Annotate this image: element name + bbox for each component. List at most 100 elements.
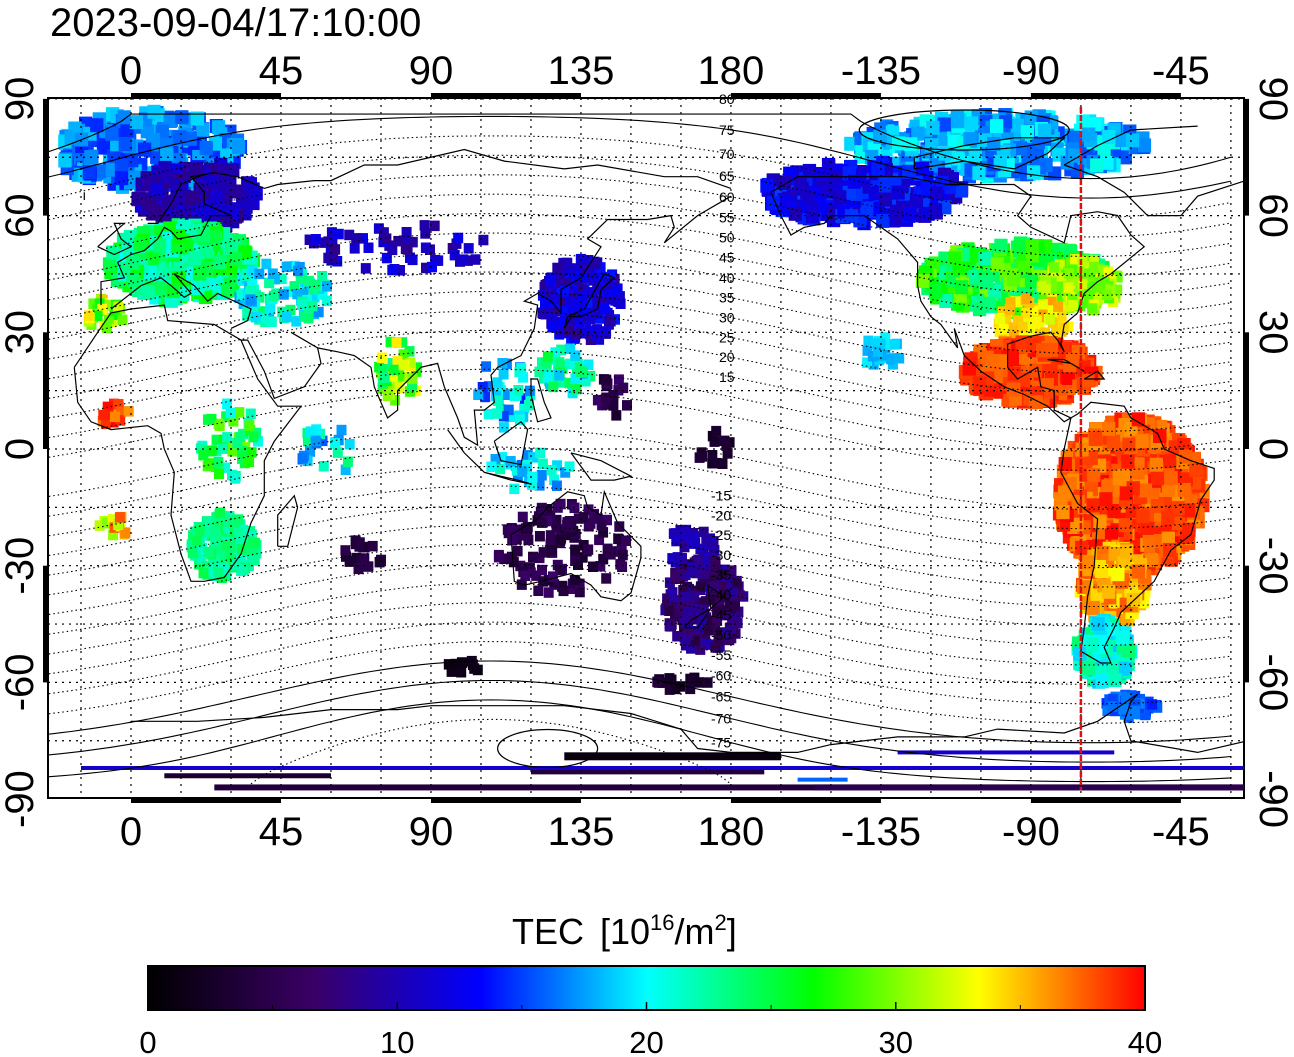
tec-cell	[410, 385, 421, 397]
tec-cell	[1093, 263, 1104, 274]
tec-cell	[133, 236, 147, 251]
tec-cell	[336, 424, 347, 436]
tec-cell	[667, 587, 678, 598]
tec-cell	[1012, 296, 1023, 308]
tec-cell	[821, 184, 836, 199]
tec-cell	[538, 308, 549, 319]
tec-cell	[1081, 661, 1096, 676]
tec-cell	[1017, 372, 1031, 387]
tec-cell	[972, 166, 986, 181]
tec-cell	[1040, 274, 1051, 285]
tec-cell	[675, 567, 686, 579]
tec-cell	[1068, 275, 1079, 286]
tec-cell	[498, 369, 509, 380]
magnetic-latitude-contour	[48, 290, 1231, 374]
tec-cell	[612, 283, 623, 295]
tec-cell	[588, 561, 598, 572]
tec-cell	[227, 240, 241, 255]
tec-cell	[309, 291, 320, 303]
tec-cell	[980, 275, 994, 290]
tec-cell	[615, 298, 626, 309]
tec-cell	[549, 579, 560, 590]
tec-cell	[993, 154, 1007, 169]
tec-cell	[387, 244, 398, 256]
tec-cell	[990, 257, 1004, 272]
tec-cell	[236, 551, 247, 563]
tec-cell	[152, 280, 166, 295]
tec-cell	[926, 120, 940, 135]
tec-cell	[1163, 543, 1177, 557]
coastline	[277, 494, 299, 547]
tec-cell	[1112, 471, 1126, 485]
tec-cell	[814, 784, 1244, 791]
tec-cell	[1171, 516, 1186, 531]
magnetic-latitude-label: 80	[719, 91, 735, 107]
tec-cell	[276, 273, 287, 284]
tec-cell	[664, 684, 675, 695]
tec-cell	[349, 243, 360, 254]
tec-cell	[429, 220, 440, 232]
tec-cell	[577, 284, 588, 296]
tec-cell	[1050, 327, 1061, 338]
tec-cell	[378, 363, 389, 375]
tec-cell	[713, 605, 724, 617]
tec-cell	[113, 301, 124, 312]
tec-cell	[398, 359, 409, 371]
tec-cell	[540, 297, 550, 308]
tec-cell	[203, 458, 214, 469]
tec-cell	[456, 667, 467, 678]
tec-cell	[534, 480, 545, 491]
tec-cell	[573, 559, 583, 570]
tec-cell	[145, 251, 159, 266]
tec-cell	[1094, 281, 1105, 293]
tec-cell	[1087, 303, 1098, 314]
tec-cell	[1130, 705, 1141, 717]
coastline	[683, 583, 726, 629]
tec-cell	[728, 587, 739, 599]
tec-cell	[473, 389, 484, 400]
tec-cell	[387, 371, 398, 382]
tec-cell	[542, 515, 552, 527]
tec-cell	[480, 391, 491, 403]
tec-cell	[317, 271, 328, 282]
tec-cell	[201, 527, 212, 538]
tec-cell	[495, 385, 506, 396]
tec-cell	[797, 777, 848, 782]
magnetic-latitude-contour	[48, 679, 1231, 763]
tec-cell	[458, 254, 469, 265]
tec-cell	[664, 620, 675, 632]
tec-cell	[330, 438, 340, 449]
tec-cell	[621, 535, 632, 546]
tec-cell	[1256, 143, 1269, 157]
tec-cell	[1018, 260, 1032, 275]
tec-cell	[546, 465, 557, 476]
tec-cell	[1048, 262, 1059, 273]
tec-cell	[332, 447, 343, 458]
tec-cell	[891, 185, 905, 200]
tec-cell	[705, 533, 715, 544]
tec-cell	[1126, 690, 1137, 701]
tec-cell	[574, 269, 585, 280]
coastline	[493, 420, 529, 466]
tec-cell	[1021, 293, 1032, 305]
tec-cell	[508, 556, 519, 568]
coastline	[770, 176, 1146, 423]
tec-cell	[103, 312, 114, 324]
tec-cell	[104, 299, 115, 311]
tec-cell	[100, 418, 111, 430]
tec-cell	[1118, 518, 1132, 533]
tec-cell	[196, 122, 210, 137]
tec-cell	[537, 564, 547, 576]
tec-cell	[1020, 307, 1031, 319]
tec-cell	[226, 163, 240, 178]
tec-cell	[847, 174, 861, 189]
tec-cell	[1100, 155, 1114, 170]
tec-cell	[381, 233, 392, 244]
tec-cell	[381, 252, 392, 264]
tec-cell	[1138, 483, 1153, 498]
tec-cell	[258, 313, 269, 324]
tec-cell	[721, 627, 732, 639]
tec-cell	[555, 564, 566, 576]
tec-cell	[164, 773, 331, 779]
tec-cell	[503, 389, 513, 400]
